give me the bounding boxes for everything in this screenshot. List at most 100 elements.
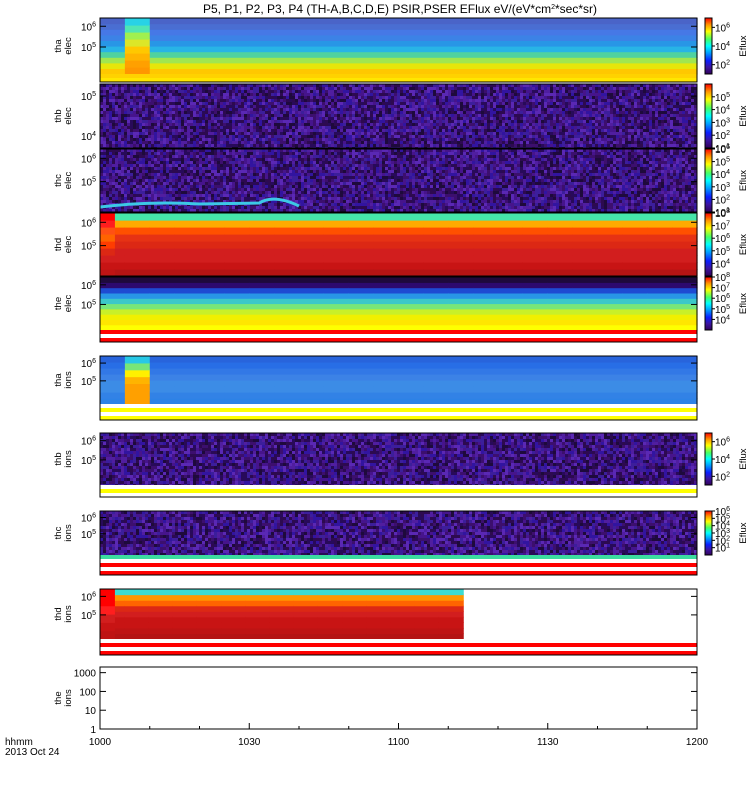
noise-cell (334, 114, 337, 117)
noise-cell (103, 155, 106, 158)
noise-cell (565, 135, 568, 138)
noise-cell (379, 144, 382, 147)
noise-cell (673, 90, 676, 93)
noise-cell (361, 99, 364, 102)
noise-cell (577, 105, 580, 108)
noise-cell (247, 96, 250, 99)
noise-cell (253, 87, 256, 90)
noise-cell (148, 84, 151, 87)
noise-cell (256, 111, 259, 114)
noise-cell (211, 84, 214, 87)
noise-cell (493, 117, 496, 120)
noise-cell (214, 96, 217, 99)
noise-cell (106, 141, 109, 144)
noise-cell (586, 99, 589, 102)
spectrogram-cell (174, 34, 201, 41)
noise-cell (676, 84, 679, 87)
noise-cell (214, 144, 217, 147)
noise-cell (400, 93, 403, 96)
noise-cell (439, 90, 442, 93)
noise-cell (268, 117, 271, 120)
noise-cell (538, 123, 541, 126)
noise-cell (667, 90, 670, 93)
noise-cell (211, 129, 214, 132)
noise-cell (166, 123, 169, 126)
noise-cell (346, 144, 349, 147)
noise-cell (157, 93, 160, 96)
noise-cell (520, 108, 523, 111)
noise-cell (181, 141, 184, 144)
noise-cell (400, 108, 403, 111)
noise-cell (574, 114, 577, 117)
noise-cell (688, 99, 691, 102)
noise-cell (199, 120, 202, 123)
noise-cell (592, 114, 595, 117)
noise-cell (127, 111, 130, 114)
noise-cell (163, 120, 166, 123)
noise-cell (139, 188, 142, 191)
noise-cell (259, 141, 262, 144)
noise-cell (145, 155, 148, 158)
noise-cell (622, 102, 625, 105)
noise-cell (121, 144, 124, 147)
noise-cell (649, 126, 652, 129)
noise-cell (331, 84, 334, 87)
noise-cell (265, 87, 268, 90)
noise-cell (454, 114, 457, 117)
noise-cell (124, 191, 127, 194)
spectrogram-cell (299, 23, 325, 30)
noise-cell (580, 99, 583, 102)
noise-cell (241, 87, 244, 90)
noise-cell (592, 96, 595, 99)
noise-cell (394, 120, 397, 123)
noise-cell (370, 93, 373, 96)
noise-cell (286, 120, 289, 123)
noise-cell (373, 90, 376, 93)
noise-cell (142, 161, 145, 164)
noise-cell (187, 120, 190, 123)
noise-cell (598, 99, 601, 102)
noise-cell (301, 141, 304, 144)
noise-cell (118, 111, 121, 114)
noise-cell (403, 108, 406, 111)
noise-cell (592, 87, 595, 90)
noise-cell (448, 123, 451, 126)
noise-cell (262, 90, 265, 93)
noise-cell (412, 123, 415, 126)
noise-cell (556, 105, 559, 108)
noise-cell (319, 141, 322, 144)
noise-cell (358, 123, 361, 126)
noise-cell (244, 141, 247, 144)
noise-cell (220, 132, 223, 135)
noise-cell (229, 144, 232, 147)
noise-cell (391, 129, 394, 132)
noise-cell (538, 84, 541, 87)
noise-cell (667, 114, 670, 117)
noise-cell (232, 123, 235, 126)
spectrogram-cell (323, 57, 350, 64)
noise-cell (553, 120, 556, 123)
noise-cell (286, 93, 289, 96)
noise-cell (196, 138, 199, 141)
spectrogram-cell (348, 29, 375, 36)
spectrogram-cell (249, 62, 275, 69)
noise-cell (304, 96, 307, 99)
noise-cell (145, 114, 148, 117)
noise-cell (655, 132, 658, 135)
noise-cell (463, 141, 466, 144)
noise-cell (463, 132, 466, 135)
noise-cell (124, 99, 127, 102)
noise-cell (481, 144, 484, 147)
noise-cell (100, 152, 103, 155)
noise-cell (490, 129, 493, 132)
noise-cell (493, 108, 496, 111)
noise-cell (277, 99, 280, 102)
noise-cell (400, 126, 403, 129)
noise-cell (247, 129, 250, 132)
noise-cell (562, 90, 565, 93)
noise-cell (253, 114, 256, 117)
noise-cell (232, 126, 235, 129)
noise-cell (655, 96, 658, 99)
noise-cell (259, 102, 262, 105)
noise-cell (184, 132, 187, 135)
